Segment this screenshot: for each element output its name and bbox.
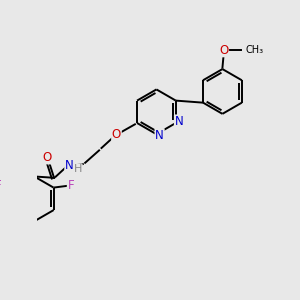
Text: H: H	[74, 164, 82, 174]
Text: O: O	[219, 44, 228, 57]
Text: CH₃: CH₃	[245, 45, 263, 55]
Text: N: N	[155, 129, 164, 142]
Text: N: N	[175, 115, 183, 128]
Text: F: F	[0, 179, 1, 192]
Text: O: O	[112, 128, 121, 141]
Text: O: O	[43, 151, 52, 164]
Text: F: F	[68, 179, 74, 192]
Text: N: N	[65, 159, 74, 172]
